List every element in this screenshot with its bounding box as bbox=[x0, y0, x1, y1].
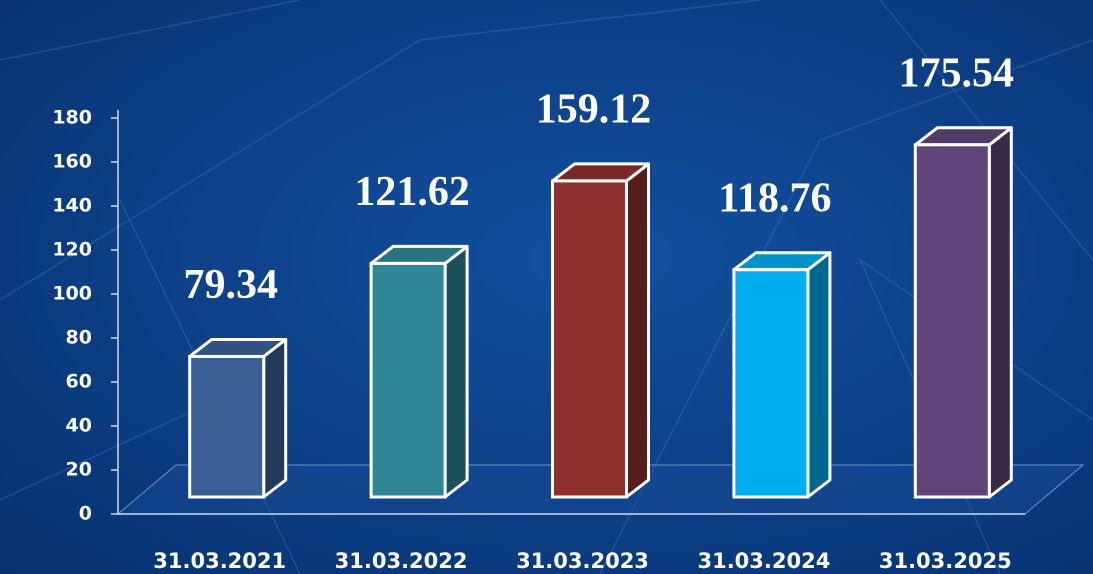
x-tick-label: 31.03.2025 bbox=[879, 549, 1012, 573]
bar bbox=[913, 126, 1013, 499]
bar-front bbox=[913, 143, 991, 499]
bar bbox=[188, 337, 288, 499]
y-tick-label: 160 bbox=[52, 151, 92, 173]
bar-side bbox=[625, 162, 650, 499]
bar-front bbox=[732, 268, 810, 499]
bar bbox=[551, 162, 650, 499]
y-tick-label: 20 bbox=[66, 459, 92, 481]
y-tick-label: 80 bbox=[66, 327, 92, 349]
bar-side bbox=[806, 251, 832, 499]
y-tick-label: 120 bbox=[52, 239, 92, 261]
y-tick-label: 140 bbox=[52, 195, 92, 217]
data-label: 175.54 bbox=[899, 50, 1015, 96]
bar-side bbox=[262, 337, 288, 499]
data-label: 121.62 bbox=[354, 169, 470, 215]
y-tick-label: 180 bbox=[52, 107, 92, 129]
bar-front bbox=[551, 179, 628, 499]
y-tick-label: 100 bbox=[52, 283, 92, 305]
x-tick-label: 31.03.2023 bbox=[516, 549, 649, 573]
bar-side bbox=[987, 126, 1013, 499]
x-tick-label: 31.03.2021 bbox=[153, 549, 286, 573]
bar-front bbox=[369, 261, 447, 499]
data-label: 159.12 bbox=[536, 87, 652, 133]
bar-front bbox=[188, 354, 266, 499]
x-tick-label: 31.03.2022 bbox=[335, 549, 468, 573]
y-tick-label: 60 bbox=[66, 371, 92, 393]
bar-side bbox=[443, 244, 469, 499]
y-tick-label: 40 bbox=[66, 415, 92, 437]
y-tick-label: 0 bbox=[79, 503, 92, 525]
data-label: 118.76 bbox=[718, 175, 831, 221]
x-tick-label: 31.03.2024 bbox=[697, 549, 830, 573]
data-label: 79.34 bbox=[183, 262, 278, 308]
bar bbox=[369, 244, 469, 499]
bar bbox=[732, 251, 832, 499]
